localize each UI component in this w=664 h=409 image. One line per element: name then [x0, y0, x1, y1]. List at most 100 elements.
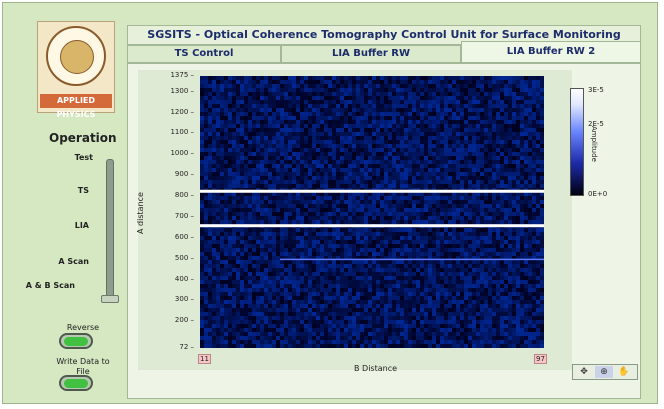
heatmap-cell: [236, 80, 241, 85]
heatmap-cell: [304, 212, 309, 217]
heatmap-cell: [432, 208, 437, 213]
heatmap-cell: [532, 260, 537, 265]
heatmap-cell: [276, 132, 281, 137]
heatmap-cell: [244, 264, 249, 269]
heatmap-cell: [252, 288, 257, 293]
heatmap-cell: [412, 176, 417, 181]
heatmap-cell: [540, 244, 544, 249]
heatmap-cell: [200, 136, 205, 141]
heatmap-cell: [428, 268, 433, 273]
heatmap-cell: [480, 300, 485, 305]
heatmap-cell: [204, 216, 209, 221]
heatmap-cell: [324, 264, 329, 269]
heatmap-cell: [328, 108, 333, 113]
heatmap-cell: [460, 300, 465, 305]
heatmap-cell: [292, 196, 297, 201]
heatmap-cell: [508, 80, 513, 85]
heatmap-cell: [400, 252, 405, 257]
heatmap-cell: [320, 180, 325, 185]
operation-slider-track[interactable]: [106, 159, 114, 299]
heatmap-cell: [368, 268, 373, 273]
heatmap-cell: [340, 260, 345, 265]
heatmap-cell: [432, 140, 437, 145]
heatmap-cell: [208, 80, 213, 85]
heatmap-cell: [248, 76, 253, 81]
heatmap-cell: [536, 136, 541, 141]
heatmap-cell: [340, 276, 345, 281]
heatmap-cell: [336, 212, 341, 217]
heatmap-cell: [240, 76, 245, 81]
heatmap-cell: [292, 144, 297, 149]
heatmap-cell: [256, 152, 261, 157]
heatmap-cell: [404, 300, 409, 305]
heatmap-cell: [304, 300, 309, 305]
heatmap-cell: [204, 220, 209, 225]
intensity-graph[interactable]: [200, 76, 544, 348]
heatmap-cell: [232, 304, 237, 309]
heatmap-cell: [424, 168, 429, 173]
heatmap-cell: [472, 268, 477, 273]
heatmap-cell: [476, 248, 481, 253]
heatmap-cell: [284, 92, 289, 97]
write-data-toggle[interactable]: [59, 375, 93, 391]
heatmap-cell: [456, 268, 461, 273]
heatmap-cell: [428, 80, 433, 85]
heatmap-cell: [268, 216, 273, 221]
heatmap-cell: [392, 236, 397, 241]
heatmap-cell: [424, 152, 429, 157]
heatmap-cell: [272, 180, 277, 185]
reverse-toggle[interactable]: [59, 333, 93, 349]
heatmap-cell: [232, 264, 237, 269]
operation-slider-thumb[interactable]: [101, 295, 119, 303]
heatmap-cell: [276, 144, 281, 149]
heatmap-cell: [320, 260, 325, 265]
heatmap-cell: [284, 108, 289, 113]
tab-lia-buffer-rw[interactable]: LIA Buffer RW: [281, 45, 461, 63]
heatmap-cell: [320, 236, 325, 241]
heatmap-cell: [472, 208, 477, 213]
heatmap-cell: [240, 144, 245, 149]
heatmap-cell: [200, 120, 205, 125]
heatmap-cell: [208, 160, 213, 165]
heatmap-cell: [268, 144, 273, 149]
heatmap-cell: [464, 100, 469, 105]
heatmap-cell: [476, 156, 481, 161]
heatmap-cell: [368, 128, 373, 133]
heatmap-cell: [452, 168, 457, 173]
heatmap-cell: [352, 212, 357, 217]
heatmap-cell: [536, 88, 541, 93]
heatmap-cell: [520, 148, 525, 153]
heatmap-cell: [292, 76, 297, 81]
heatmap-cell: [388, 196, 393, 201]
heatmap-cell: [460, 208, 465, 213]
heatmap-cell: [400, 148, 405, 153]
heatmap-cell: [448, 268, 453, 273]
tab-ts-control[interactable]: TS Control: [127, 45, 281, 63]
heatmap-cell: [512, 208, 517, 213]
heatmap-cell: [536, 156, 541, 161]
heatmap-cell: [388, 108, 393, 113]
heatmap-cell: [252, 116, 257, 121]
heatmap-cell: [428, 232, 433, 237]
heatmap-cell: [316, 112, 321, 117]
heatmap-cell: [424, 248, 429, 253]
heatmap-cell: [368, 144, 373, 149]
heatmap-cell: [316, 196, 321, 201]
heatmap-cell: [484, 236, 489, 241]
heatmap-cell: [412, 208, 417, 213]
heatmap-cell: [308, 304, 313, 309]
heatmap-cell: [216, 236, 221, 241]
heatmap-cell: [532, 160, 537, 165]
heatmap-cell: [376, 236, 381, 241]
heatmap-cell: [200, 148, 205, 153]
heatmap-cell: [528, 260, 533, 265]
heatmap-cell: [520, 192, 525, 197]
heatmap-cell: [312, 212, 317, 217]
heatmap-cell: [276, 204, 281, 209]
heatmap-cell: [536, 244, 541, 249]
heatmap-cell: [428, 208, 433, 213]
tab-lia-buffer-rw-2[interactable]: LIA Buffer RW 2: [461, 41, 641, 63]
heatmap-cell: [524, 88, 529, 93]
heatmap-cell: [200, 212, 205, 217]
heatmap-cell: [512, 172, 517, 177]
